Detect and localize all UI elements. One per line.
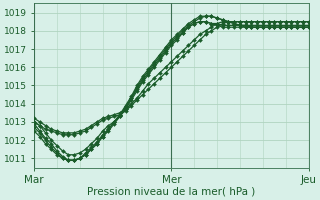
- X-axis label: Pression niveau de la mer( hPa ): Pression niveau de la mer( hPa ): [87, 187, 255, 197]
